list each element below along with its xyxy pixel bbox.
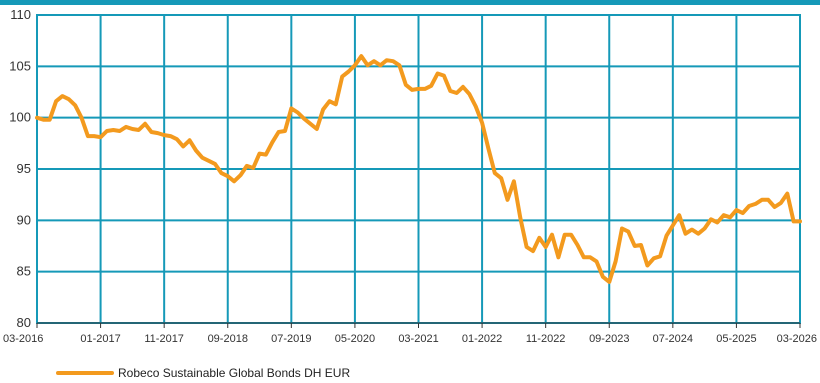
y-tick-label: 110 xyxy=(10,7,31,22)
x-tick-label: 09-2018 xyxy=(208,333,248,345)
x-tick-label: 09-2023 xyxy=(589,333,629,345)
x-tick-label: 03-2016 xyxy=(3,333,43,345)
gridlines xyxy=(37,14,800,324)
y-tick-label: 100 xyxy=(9,110,31,125)
y-tick-label: 105 xyxy=(9,58,31,73)
series-line xyxy=(35,54,802,284)
y-axis-tick-labels: 80 85 90 95 100 105 110 xyxy=(9,7,31,330)
series-layer xyxy=(35,54,802,284)
y-tick-label: 85 xyxy=(17,264,31,279)
x-tick-label: 03-2026 xyxy=(777,333,817,345)
x-tick-label: 11-2022 xyxy=(526,333,566,345)
y-tick-label: 90 xyxy=(17,212,31,227)
top-accent-bar xyxy=(0,0,820,5)
x-tick-label: 05-2025 xyxy=(716,333,756,345)
x-tick-label: 01-2017 xyxy=(80,333,120,345)
x-axis xyxy=(36,322,801,328)
x-tick-label: 07-2019 xyxy=(271,333,311,345)
legend-swatch xyxy=(56,371,114,375)
x-tick-label: 11-2017 xyxy=(144,333,184,345)
x-tick-label: 07-2024 xyxy=(653,333,693,345)
y-tick-label: 95 xyxy=(17,161,31,176)
y-tick-label: 80 xyxy=(17,315,31,330)
x-tick-label: 05-2020 xyxy=(335,333,375,345)
legend-label: Robeco Sustainable Global Bonds DH EUR xyxy=(118,366,351,380)
x-tick-label: 01-2022 xyxy=(462,333,502,345)
legend: Robeco Sustainable Global Bonds DH EUR xyxy=(56,366,350,380)
x-axis-tick-labels: 03-2016 01-2017 11-2017 09-2018 07-2019 05-20… xyxy=(3,333,817,345)
x-tick-label: 03-2021 xyxy=(398,333,438,345)
